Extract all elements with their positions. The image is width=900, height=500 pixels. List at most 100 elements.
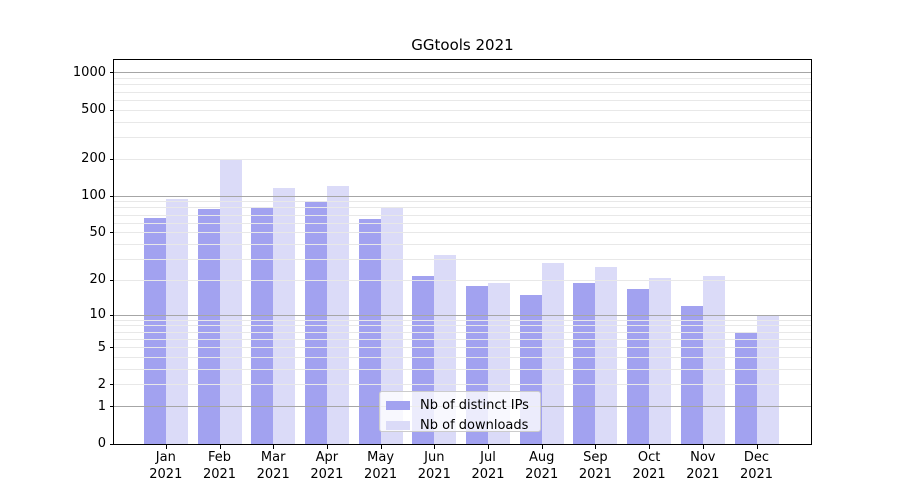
gridline-y-10 [114, 314, 811, 316]
x-axis-tick-label-jul: Jul 2021 [460, 449, 516, 483]
gridline-y-80 [114, 207, 811, 209]
y-axis-tick-label: 0 [97, 436, 106, 451]
gridline-y-4 [114, 357, 811, 359]
y-axis-tick-label: 100 [81, 188, 106, 204]
y-tick-mark-1000 [110, 72, 114, 74]
x-axis-tick-label-nov: Nov 2021 [675, 449, 731, 483]
gridline-y-6 [114, 338, 811, 340]
legend-swatch-distinct-ips [386, 400, 410, 410]
x-tick-mark-may [380, 445, 382, 449]
bar-downloads-jan [165, 199, 188, 444]
x-tick-mark-apr [326, 445, 328, 449]
x-axis-tick-label-aug: Aug 2021 [514, 449, 570, 483]
x-axis-tick-label-oct: Oct 2021 [621, 449, 677, 483]
y-axis-tick-label: 5 [97, 339, 106, 355]
bar-downloads-mar [273, 188, 296, 444]
x-tick-mark-oct [649, 445, 651, 449]
x-axis-tick-label-feb: Feb 2021 [192, 449, 248, 483]
x-tick-mark-jun [434, 445, 436, 449]
legend-swatch-downloads [386, 420, 410, 430]
x-tick-mark-nov [702, 445, 704, 449]
x-tick-year-text: 2021 [632, 467, 666, 482]
y-axis-tick-label: 2 [97, 376, 106, 392]
x-axis-tick-label-sep: Sep 2021 [567, 449, 623, 483]
x-tick-year-text: 2021 [525, 467, 559, 482]
x-axis-tick-label-apr: Apr 2021 [299, 449, 355, 483]
y-axis-tick-label: 1 [97, 398, 106, 414]
gridline-y-8 [114, 325, 811, 327]
bar-distinct-ips-apr [304, 200, 327, 444]
x-tick-year-text: 2021 [739, 467, 774, 482]
y-tick-mark-10 [110, 314, 114, 316]
x-tick-year-text: 2021 [149, 467, 183, 482]
x-axis-tick-label-jan: Jan 2021 [138, 449, 194, 483]
gridline-y-40 [114, 244, 811, 246]
x-tick-mark-jan [165, 445, 167, 449]
y-tick-mark-20 [110, 279, 114, 281]
bar-distinct-ips-sep [573, 283, 596, 444]
bar-downloads-sep [595, 267, 618, 444]
bar-downloads-feb [219, 159, 242, 444]
gridline-y-30 [114, 259, 811, 261]
gridline-y-60 [114, 222, 811, 224]
legend-row-distinct-ips: Nb of distinct IPs [386, 396, 540, 414]
y-tick-mark-200 [110, 158, 114, 160]
bar-downloads-dec [756, 315, 779, 444]
x-tick-year-text: 2021 [202, 467, 237, 482]
x-tick-year-text: 2021 [310, 467, 344, 482]
gridline-y-1000 [114, 72, 811, 74]
x-tick-month-text: Oct [637, 450, 661, 465]
legend-label-distinct-ips: Nb of distinct IPs [420, 397, 529, 413]
x-tick-month-text: May [367, 450, 395, 465]
x-tick-year-text: 2021 [578, 467, 612, 482]
x-tick-month-text: Aug [528, 450, 555, 465]
x-tick-mark-mar [273, 445, 275, 449]
x-tick-mark-sep [595, 445, 597, 449]
x-tick-mark-aug [541, 445, 543, 449]
plot-area [113, 59, 812, 445]
x-tick-year-text: 2021 [364, 467, 398, 482]
gridline-y-7 [114, 331, 811, 333]
y-tick-mark-1 [110, 406, 114, 408]
legend: Nb of distinct IPs Nb of downloads [379, 391, 541, 434]
x-axis-tick-label-mar: Mar 2021 [245, 449, 301, 483]
y-axis-tick-label: 200 [81, 151, 106, 167]
y-tick-mark-500 [110, 109, 114, 111]
bar-distinct-ips-jan [143, 218, 166, 444]
gridline-y-200 [114, 158, 811, 160]
x-tick-mark-dec [756, 445, 758, 449]
x-tick-month-text: Jul [480, 450, 496, 465]
y-axis-tick-label: 500 [81, 102, 106, 118]
gridline-y-400 [114, 121, 811, 123]
x-tick-month-text: Jun [424, 450, 445, 465]
gridline-y-70 [114, 214, 811, 216]
y-axis-tick-label: 10 [89, 307, 106, 323]
bar-distinct-ips-dec [734, 332, 757, 444]
x-tick-month-text: Jan [155, 450, 176, 465]
bar-downloads-aug [541, 263, 564, 444]
x-axis-tick-label-may: May 2021 [353, 449, 409, 483]
bar-downloads-nov [702, 275, 725, 444]
x-tick-month-text: Mar [260, 450, 286, 465]
x-tick-year-text: 2021 [417, 467, 451, 482]
y-axis-tick-label: 20 [89, 272, 106, 288]
x-tick-month-text: Apr [315, 450, 339, 465]
gridline-y-50 [114, 232, 811, 234]
x-axis-tick-label-dec: Dec 2021 [729, 449, 785, 483]
bar-distinct-ips-nov [680, 306, 703, 444]
bar-distinct-ips-may [358, 219, 381, 444]
x-tick-mark-feb [219, 445, 221, 449]
y-tick-mark-0 [110, 443, 114, 445]
x-tick-year-text: 2021 [686, 467, 720, 482]
gridline-y-800 [114, 84, 811, 86]
gridline-y-900 [114, 78, 811, 80]
gridline-y-300 [114, 136, 811, 138]
x-tick-month-text: Sep [583, 450, 608, 465]
bar-downloads-oct [649, 278, 672, 444]
legend-row-downloads: Nb of downloads [386, 416, 540, 434]
gridline-y-500 [114, 109, 811, 111]
gridline-y-20 [114, 279, 811, 281]
gridline-y-100 [114, 195, 811, 197]
y-tick-mark-50 [110, 232, 114, 234]
y-tick-mark-5 [110, 347, 114, 349]
